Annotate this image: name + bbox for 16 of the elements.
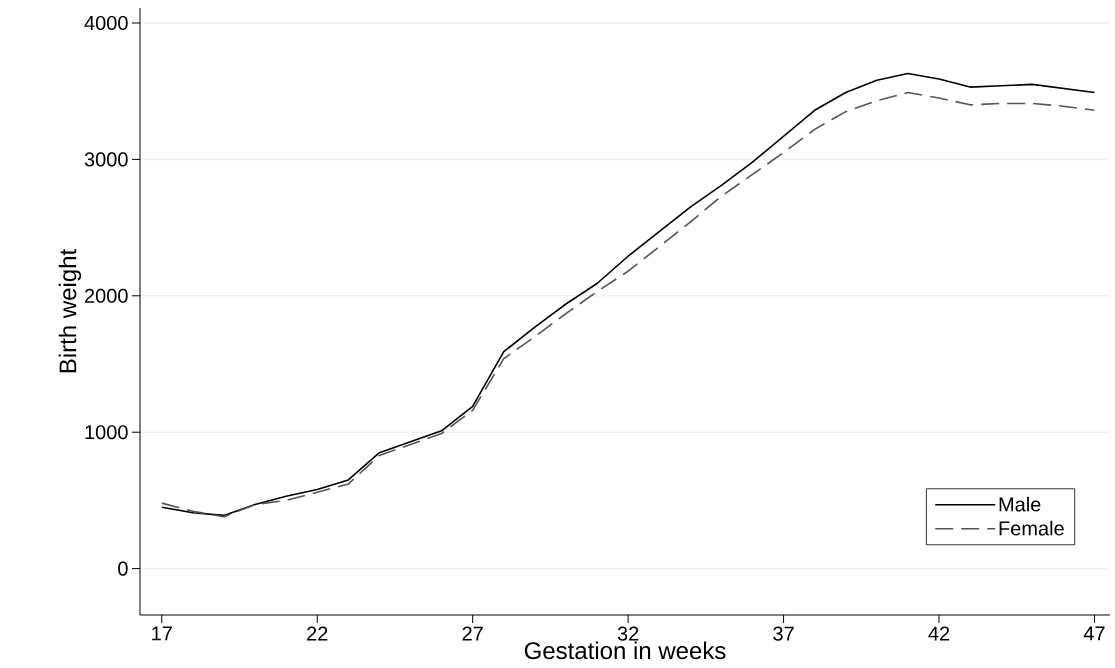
legend-label: Female — [999, 520, 1064, 536]
y-tick-label: 2000 — [84, 288, 128, 303]
x-axis-title: Gestation in weeks — [524, 641, 726, 660]
x-tick-label: 27 — [462, 626, 483, 641]
x-tick-label: 42 — [928, 626, 950, 641]
y-tick-label: 3000 — [84, 152, 128, 167]
y-tick-label: 4000 — [84, 15, 128, 31]
y-axis-title: Birth weight — [58, 249, 82, 373]
y-tick-label: 0 — [118, 561, 128, 576]
legend-label: Male — [999, 496, 1041, 512]
x-tick-label: 47 — [1083, 626, 1105, 641]
x-tick-label: 32 — [617, 626, 639, 641]
x-tick-label: 37 — [773, 626, 794, 641]
x-tick-label: 22 — [307, 626, 328, 641]
x-tick-label: 17 — [152, 626, 172, 641]
y-tick-label: 1000 — [85, 425, 128, 440]
